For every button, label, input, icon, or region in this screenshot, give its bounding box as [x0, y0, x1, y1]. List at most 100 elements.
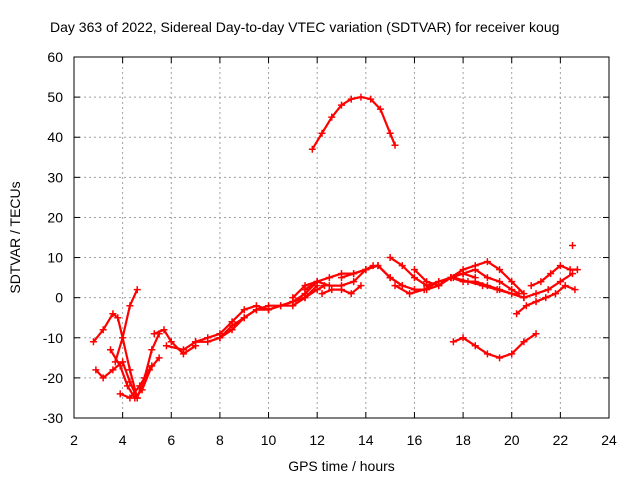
y-tick-label: 20 — [47, 209, 63, 225]
series-line — [389, 256, 521, 295]
data-point — [308, 145, 316, 153]
data-point — [126, 366, 134, 374]
x-tick-label: 2 — [70, 432, 78, 448]
data-point — [391, 282, 399, 290]
data-point — [204, 334, 212, 342]
x-tick-label: 22 — [553, 432, 569, 448]
series-arc-21 — [308, 93, 399, 153]
data-point — [520, 294, 528, 302]
data-series — [89, 93, 581, 402]
data-point — [532, 330, 540, 338]
y-tick-label: 60 — [47, 49, 63, 65]
data-point — [508, 290, 516, 298]
series-arc-19 — [527, 262, 581, 290]
series-arc-18 — [513, 282, 579, 318]
y-tick-label: -10 — [43, 330, 63, 346]
data-point — [228, 326, 236, 334]
data-point — [459, 278, 467, 286]
x-tick-label: 14 — [358, 432, 374, 448]
data-point — [556, 278, 564, 286]
data-point — [150, 330, 158, 338]
data-point — [325, 282, 333, 290]
data-point — [496, 354, 504, 362]
data-point — [483, 350, 491, 358]
data-point — [367, 95, 375, 103]
data-point — [126, 394, 134, 402]
series-line — [413, 260, 525, 295]
data-point — [347, 95, 355, 103]
series-arc-6 — [150, 326, 200, 358]
data-point — [483, 282, 491, 290]
x-tick-label: 8 — [216, 432, 224, 448]
data-point — [483, 274, 491, 282]
data-point — [162, 342, 170, 350]
data-point — [544, 286, 552, 294]
data-point — [435, 282, 443, 290]
data-point — [116, 362, 124, 370]
data-point — [109, 366, 117, 374]
data-point — [508, 350, 516, 358]
data-point — [532, 290, 540, 298]
data-point — [410, 274, 418, 282]
data-point — [133, 286, 141, 294]
data-point — [347, 290, 355, 298]
x-tick-label: 24 — [601, 432, 617, 448]
data-point — [92, 366, 100, 374]
data-point — [119, 358, 127, 366]
x-tick-label: 18 — [455, 432, 471, 448]
x-tick-label: 12 — [309, 432, 325, 448]
data-point — [573, 266, 581, 274]
grid — [74, 57, 609, 418]
y-tick-label: 30 — [47, 169, 63, 185]
data-point — [547, 270, 555, 278]
y-tick-label: 50 — [47, 89, 63, 105]
x-tick-label: 10 — [261, 432, 277, 448]
plot-frame — [73, 56, 610, 419]
y-tick-label: 0 — [55, 290, 63, 306]
data-point — [556, 262, 564, 270]
series-arc-20 — [449, 330, 540, 362]
data-point — [522, 302, 530, 310]
series-line — [452, 332, 538, 359]
data-point — [155, 354, 163, 362]
data-point — [357, 282, 365, 290]
data-point — [126, 378, 134, 386]
data-point — [325, 274, 333, 282]
data-point — [459, 334, 467, 342]
data-point — [240, 314, 248, 322]
data-point — [569, 270, 577, 278]
data-point — [459, 266, 467, 274]
x-tick-label: 4 — [119, 432, 127, 448]
series-line — [92, 312, 161, 399]
data-point — [160, 326, 168, 334]
y-tick-label: -30 — [43, 410, 63, 426]
data-point — [537, 278, 545, 286]
data-point — [111, 358, 119, 366]
data-point — [301, 294, 309, 302]
data-point — [496, 266, 504, 274]
data-point — [571, 286, 579, 294]
data-point — [109, 310, 117, 318]
data-point — [119, 334, 127, 342]
series-line — [109, 348, 153, 399]
series-arc-4 — [111, 286, 141, 366]
data-point — [167, 338, 175, 346]
data-point — [114, 314, 122, 322]
data-point — [124, 382, 131, 390]
data-point — [145, 366, 153, 374]
data-point — [513, 310, 521, 318]
data-point — [289, 294, 297, 302]
data-point — [252, 306, 260, 314]
data-point — [398, 282, 406, 290]
series-arc-9 — [216, 282, 321, 342]
data-point — [483, 258, 491, 266]
data-point — [338, 286, 345, 294]
data-point — [520, 338, 528, 346]
x-axis-label: GPS time / hours — [288, 458, 395, 474]
data-point — [240, 306, 248, 314]
data-point — [447, 274, 455, 282]
data-point — [338, 101, 345, 109]
y-tick-label: -20 — [43, 370, 63, 386]
data-point — [508, 278, 516, 286]
chart-title: Day 363 of 2022, Sidereal Day-to-day VTE… — [50, 19, 559, 35]
